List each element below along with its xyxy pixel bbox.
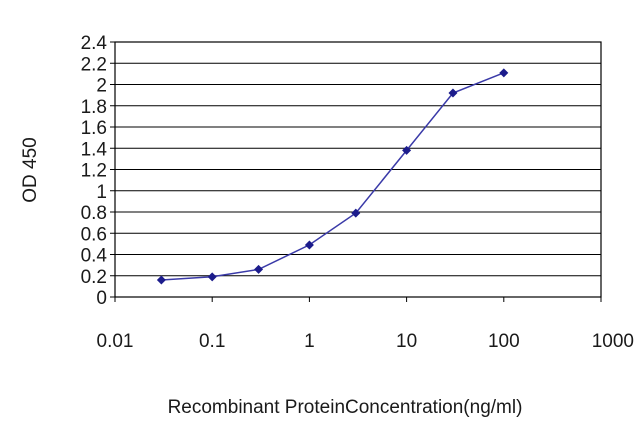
y-tick-label: 0.6 — [81, 224, 107, 245]
y-tick-label: 1.2 — [81, 161, 107, 182]
y-tick-label: 1.8 — [81, 97, 107, 118]
data-point — [207, 272, 217, 282]
x-tick-label: 1000 — [592, 331, 634, 352]
y-tick-label: 0.8 — [81, 203, 107, 224]
y-axis-ticks: 00.20.40.60.811.21.41.61.822.22.4 — [81, 33, 115, 309]
series-line — [161, 72, 505, 281]
data-series — [156, 68, 509, 285]
x-tick-label: 1 — [304, 331, 315, 352]
y-tick-label: 2.2 — [81, 54, 107, 75]
x-tick-label: 100 — [488, 331, 520, 352]
x-axis-label: Recombinant ProteinConcentration(ng/ml) — [168, 397, 523, 418]
data-point — [448, 88, 458, 98]
data-point — [351, 208, 361, 218]
data-point — [304, 240, 314, 250]
y-tick-label: 1 — [96, 182, 107, 203]
y-tick-label: 1.4 — [81, 139, 108, 160]
x-tick-label: 0.1 — [199, 331, 225, 352]
y-tick-label: 2 — [96, 76, 107, 97]
y-tick-label: 0 — [96, 288, 107, 309]
y-tick-label: 1.6 — [81, 118, 107, 139]
x-tick-label: 0.01 — [97, 331, 134, 352]
data-point — [499, 68, 509, 78]
data-point — [402, 145, 412, 155]
y-tick-label: 0.4 — [81, 246, 108, 267]
y-tick-label: 2.4 — [81, 33, 108, 54]
data-point — [156, 275, 166, 285]
y-tick-label: 0.2 — [81, 267, 107, 288]
y-axis-label: OD 450 — [20, 137, 41, 202]
grid-lines — [115, 62, 601, 277]
x-axis-ticks: 0.01 0.1 1 10 100 1000 — [97, 297, 634, 352]
x-tick-label: 10 — [396, 331, 417, 352]
data-point — [254, 264, 264, 274]
